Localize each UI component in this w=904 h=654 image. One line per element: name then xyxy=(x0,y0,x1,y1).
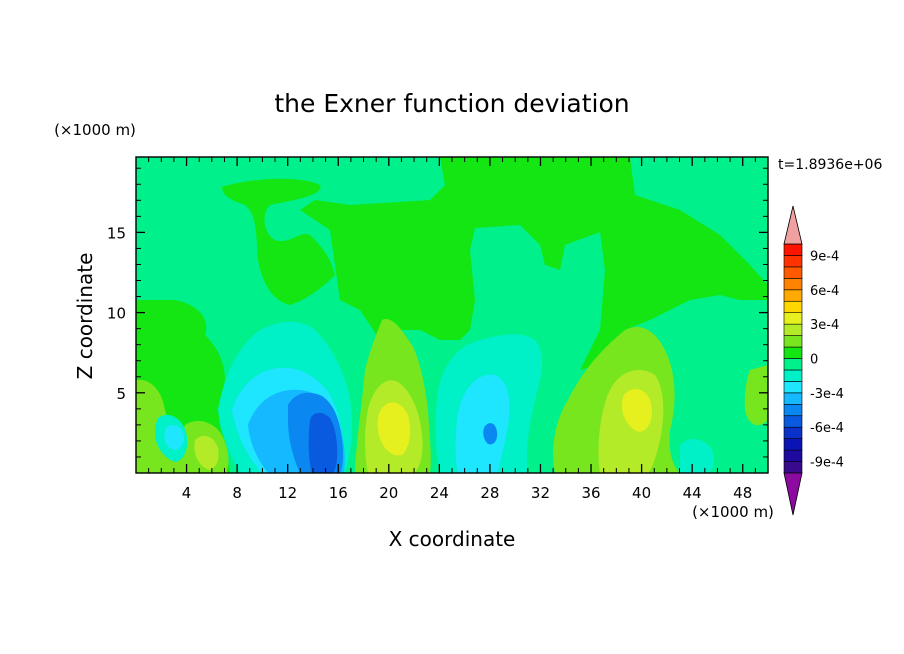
x-tick-label: 8 xyxy=(232,484,242,502)
green-region-upper-left xyxy=(222,178,335,305)
colorbar-label: 6e-4 xyxy=(810,284,839,299)
colorbar-swatch xyxy=(783,381,803,394)
x-tick-label: 16 xyxy=(329,484,348,502)
green-region-top-center xyxy=(264,157,768,370)
y-axis-label: Z coordinate xyxy=(73,253,97,380)
colorbar-swatch xyxy=(783,300,803,313)
colorbar-swatch xyxy=(783,289,803,302)
colorbar-swatch xyxy=(783,426,803,439)
yellow-core-20 xyxy=(377,402,410,456)
y-axis: 5 10 15 xyxy=(107,167,768,458)
colorbar-label: 3e-4 xyxy=(810,318,839,333)
colorbar-swatch xyxy=(783,369,803,382)
colorbar-swatch xyxy=(783,392,803,405)
colorbar-swatch xyxy=(783,403,803,417)
colorbar-label: -9e-4 xyxy=(810,456,844,471)
x-axis-label: X coordinate xyxy=(389,527,516,551)
colorbar-under-triangle xyxy=(783,472,803,516)
x-tick-label: 12 xyxy=(278,484,297,502)
colorbar-swatch xyxy=(783,358,803,371)
aqua-spot-left xyxy=(164,425,185,450)
x-tick-label: 44 xyxy=(683,484,702,502)
colorbar-label: 9e-4 xyxy=(810,249,839,264)
blue-lows xyxy=(248,389,498,473)
y-tick-label: 10 xyxy=(107,305,126,323)
colorbar: 9e-4 6e-4 3e-4 0 -3e-4 -6e-4 -9e-4 xyxy=(783,205,844,516)
yellow-core-40 xyxy=(622,388,652,432)
y-tick-label: 5 xyxy=(116,385,126,403)
blue-spot-28 xyxy=(483,423,498,445)
yellow-region-6 xyxy=(194,435,219,470)
x-tick-label: 48 xyxy=(733,484,752,502)
x-tick-label: 4 xyxy=(182,484,192,502)
x-tick-label: 40 xyxy=(632,484,651,502)
colorbar-swatch xyxy=(783,323,803,336)
x-axis: 4 8 12 16 20 24 28 32 36 40 44 48 xyxy=(148,157,756,502)
colorbar-swatch xyxy=(783,461,803,474)
x-tick-label: 32 xyxy=(531,484,550,502)
colorbar-label: -3e-4 xyxy=(810,387,844,402)
aqua-region-28 xyxy=(455,374,510,473)
y-unit-label: (×1000 m) xyxy=(54,121,136,139)
colorbar-swatch xyxy=(783,449,803,462)
colorbar-swatch xyxy=(783,438,803,451)
colorbar-swatch xyxy=(783,346,803,359)
cyan-region-44 xyxy=(680,438,715,473)
lime-region-right xyxy=(744,365,768,426)
contour-field xyxy=(136,157,768,473)
colorbar-over-triangle xyxy=(783,205,803,245)
colorbar-swatch xyxy=(783,266,803,279)
yellow-cores xyxy=(377,388,652,456)
colorbar-swatch xyxy=(783,243,803,256)
colorbar-swatch xyxy=(783,312,803,325)
chart-title: the Exner function deviation xyxy=(274,89,629,118)
colorbar-swatch xyxy=(783,278,803,291)
x-unit-label: (×1000 m) xyxy=(692,503,774,521)
colorbar-swatch xyxy=(783,415,803,428)
colorbar-label: 0 xyxy=(810,353,818,368)
colorbar-label: -6e-4 xyxy=(810,421,844,436)
colorbar-swatch xyxy=(783,335,803,348)
x-tick-label: 28 xyxy=(480,484,499,502)
x-tick-label: 36 xyxy=(581,484,600,502)
colorbar-swatch xyxy=(783,255,803,268)
deep-blue-core-14 xyxy=(308,412,338,473)
x-tick-label: 20 xyxy=(379,484,398,502)
x-tick-label: 24 xyxy=(430,484,449,502)
time-label: t=1.8936e+06 xyxy=(778,157,882,173)
y-tick-label: 15 xyxy=(107,224,126,242)
